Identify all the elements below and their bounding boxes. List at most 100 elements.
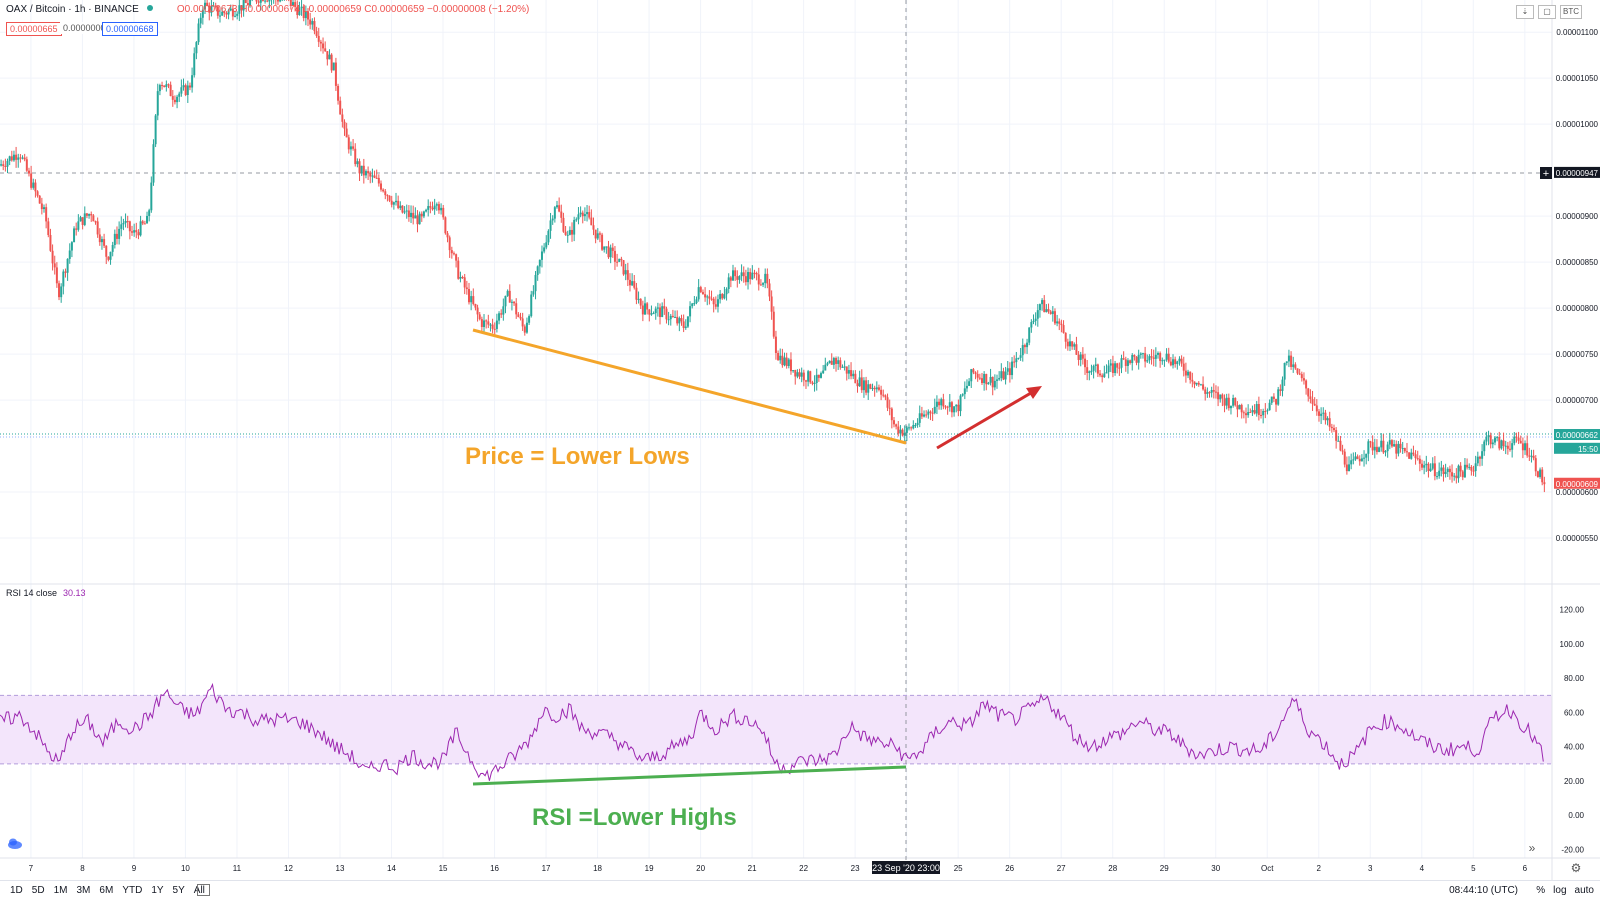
candle-body <box>1453 476 1455 477</box>
collapse-icon[interactable]: » <box>1529 841 1536 855</box>
candle-body <box>1374 447 1376 451</box>
candle-body <box>167 84 169 85</box>
candle-body <box>753 273 755 274</box>
rsi-trendline[interactable] <box>473 767 906 784</box>
candle-body <box>1361 458 1363 461</box>
bid-price[interactable]: 0.00000665 <box>6 22 62 36</box>
candle-body <box>889 408 891 409</box>
time-tick-label: 14 <box>387 864 396 873</box>
auto-toggle[interactable]: auto <box>1575 885 1594 896</box>
download-icon[interactable]: ⇣ <box>1516 5 1534 19</box>
candle-body <box>839 360 841 367</box>
candle-body <box>1187 372 1189 376</box>
candle-body <box>1249 412 1251 413</box>
candle-body <box>1095 364 1097 366</box>
range-1y[interactable]: 1Y <box>151 885 163 896</box>
range-ytd[interactable]: YTD <box>122 885 142 896</box>
candle-body <box>88 214 90 216</box>
candle-body <box>719 294 721 299</box>
candle-body <box>1309 396 1311 399</box>
candle-body <box>938 402 940 406</box>
crosshair-plus-icon[interactable]: + <box>1543 168 1549 180</box>
range-5d[interactable]: 5D <box>32 885 45 896</box>
candle-body <box>1520 441 1522 444</box>
candle-body <box>1389 440 1391 444</box>
calendar-icon[interactable] <box>197 884 210 896</box>
candle-body <box>17 157 19 159</box>
candle-body <box>1299 373 1301 374</box>
range-1m[interactable]: 1M <box>54 885 68 896</box>
candle-body <box>393 202 395 204</box>
price-annotation[interactable]: Price = Lower Lows <box>465 443 690 471</box>
candle-body <box>75 228 77 229</box>
candle-body <box>1537 471 1539 477</box>
range-5y[interactable]: 5Y <box>173 885 185 896</box>
candle-body <box>489 325 491 326</box>
ask-price[interactable]: 0.00000668 <box>102 22 158 36</box>
currency-button[interactable]: BTC <box>1560 5 1582 19</box>
candle-body <box>573 220 575 235</box>
candle-body <box>683 321 685 328</box>
percent-toggle[interactable]: % <box>1536 885 1545 896</box>
rsi-tick-label: 60.00 <box>1564 708 1585 717</box>
candle-body <box>826 363 828 364</box>
candle-body <box>987 383 989 385</box>
candle-body <box>47 221 49 235</box>
candle-body <box>43 207 45 209</box>
range-6m[interactable]: 6M <box>99 885 113 896</box>
candle-body <box>880 390 882 395</box>
price-trendline[interactable] <box>473 330 906 443</box>
price-axis[interactable]: 0.000011000.000010500.000010000.00000900… <box>1556 28 1599 543</box>
settings-icon[interactable]: ⚙ <box>1571 861 1582 875</box>
time-tick-label: 19 <box>645 864 654 873</box>
candle-body <box>966 386 968 389</box>
time-tick-label: 21 <box>748 864 757 873</box>
candle-body <box>1005 372 1007 380</box>
candle-body <box>1211 390 1213 393</box>
symbol-title[interactable]: OAX / Bitcoin · 1h · BINANCE <box>6 4 139 15</box>
rsi-legend-label[interactable]: RSI 14 close <box>6 588 57 598</box>
maximize-icon[interactable]: ▢ <box>1538 5 1556 19</box>
candle-body <box>1093 366 1095 371</box>
candle-body <box>404 211 406 212</box>
candle-body <box>859 377 861 386</box>
candle-body <box>114 234 116 245</box>
candle-body <box>635 288 637 300</box>
rsi-annotation[interactable]: RSI =Lower Highs <box>532 804 737 832</box>
candle-body <box>397 201 399 208</box>
rsi-tick-label: 100.00 <box>1560 640 1585 649</box>
candle-body <box>412 213 414 219</box>
time-axis[interactable]: 7891011121314151617181920212223242526272… <box>29 864 1528 873</box>
candle-body <box>964 388 966 394</box>
rsi-axis[interactable]: 120.00100.0080.0060.0040.0020.000.00-20.… <box>1560 606 1585 855</box>
candle-body <box>429 206 431 208</box>
time-tick-label: 4 <box>1420 864 1425 873</box>
log-toggle[interactable]: log <box>1553 885 1566 896</box>
range-3m[interactable]: 3M <box>77 885 91 896</box>
range-1d[interactable]: 1D <box>10 885 23 896</box>
candle-body <box>515 303 517 314</box>
candle-body <box>749 272 751 279</box>
candle-body <box>532 291 534 294</box>
candle-body <box>552 219 554 221</box>
candle-body <box>1133 355 1135 357</box>
candle-body <box>37 191 39 195</box>
candle-body <box>1507 446 1509 449</box>
candle-body <box>979 378 981 379</box>
cloud-icon[interactable] <box>8 839 22 850</box>
candle-body <box>1410 453 1412 459</box>
candle-body <box>395 201 397 202</box>
bounce-arrow-head[interactable] <box>1026 386 1042 399</box>
candle-body <box>1423 465 1425 467</box>
candle-body <box>848 370 850 374</box>
candle-body <box>1339 441 1341 451</box>
utc-clock[interactable]: 08:44:10 (UTC) <box>1449 885 1518 896</box>
time-tick-label: 29 <box>1160 864 1169 873</box>
candle-body <box>142 221 144 223</box>
candle-body <box>84 213 86 225</box>
candle-body <box>1515 437 1517 438</box>
candle-body <box>1387 445 1389 452</box>
candle-body <box>1161 360 1163 361</box>
bounce-arrow-shaft[interactable] <box>937 390 1036 448</box>
